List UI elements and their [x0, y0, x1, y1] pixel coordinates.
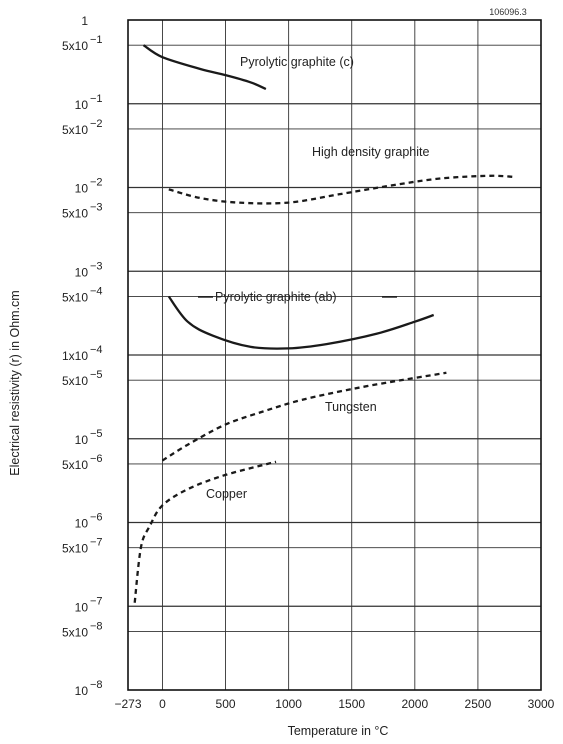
y-tick-label: 10	[75, 98, 89, 112]
y-tick-label: 10	[75, 684, 89, 698]
y-tick-label: 5x10	[62, 458, 88, 472]
y-tick-label: 5x10	[62, 290, 88, 304]
y-axis-label: Electrical resistivity (r) in Ohm.cm	[8, 290, 22, 475]
series-label-copper: Copper	[206, 487, 247, 501]
y-tick-label: 5x10	[62, 39, 88, 53]
y-tick-exponent: −2	[90, 177, 103, 189]
series-line-tungsten	[161, 371, 447, 462]
y-tick-label: 1	[81, 14, 88, 28]
y-tick-exponent: −5	[90, 428, 103, 440]
y-tick-exponent: −3	[90, 260, 103, 272]
y-tick-label: 1x10	[62, 349, 88, 363]
x-tick-label: 1500	[338, 697, 365, 711]
y-tick-label: 5x10	[62, 374, 88, 388]
y-tick-exponent: −6	[90, 453, 103, 465]
series-lines	[133, 44, 516, 603]
y-tick-label: 10	[75, 517, 89, 531]
y-tick-label: 5x10	[62, 207, 88, 221]
y-tick-exponent: −5	[90, 369, 103, 381]
y-tick-label: 10	[75, 265, 89, 279]
x-tick-label: 0	[159, 697, 166, 711]
series-line-pyrolytic-graphite-c	[142, 44, 267, 91]
plot-frame	[127, 19, 542, 691]
y-tick-exponent: −8	[90, 679, 103, 691]
series-label-tungsten: Tungsten	[325, 400, 377, 414]
series-line-copper	[133, 460, 277, 603]
y-tick-exponent: −2	[90, 118, 103, 130]
x-tick-label: 1000	[275, 697, 302, 711]
grid-lines	[128, 20, 541, 690]
x-tick-label: 2000	[401, 697, 428, 711]
y-tick-label: 5x10	[62, 625, 88, 639]
series-label-high-density-graphite: High density graphite	[312, 145, 429, 159]
series-line-pyrolytic-graphite-ab	[167, 295, 435, 350]
y-tick-label: 10	[75, 182, 89, 196]
y-tick-exponent: −4	[90, 285, 103, 297]
y-tick-exponent: −6	[90, 512, 103, 524]
figure-id: 106096.3	[489, 7, 527, 17]
series-labels: Pyrolytic graphite (c) High density graph…	[198, 55, 429, 501]
y-tick-exponent: −3	[90, 202, 103, 214]
x-tick-label: 500	[216, 697, 236, 711]
series-label-pyrolytic-graphite-c: Pyrolytic graphite (c)	[240, 55, 354, 69]
y-tick-exponent: −7	[90, 595, 103, 607]
y-tick-exponent: −7	[90, 537, 103, 549]
y-tick-label: 10	[75, 600, 89, 614]
series-label-pyrolytic-graphite-ab: Pyrolytic graphite (ab)	[215, 290, 337, 304]
x-tick-label: 2500	[465, 697, 492, 711]
y-tick-label: 10	[75, 433, 89, 447]
series-line-high-density-graphite	[168, 174, 516, 205]
x-tick-labels: −273 0 500 1000 1500 2000 2500 3000	[114, 697, 554, 711]
y-tick-label: 5x10	[62, 123, 88, 137]
y-tick-exponent: −1	[90, 93, 103, 105]
y-tick-exponent: −1	[90, 34, 103, 46]
x-tick-label: 3000	[528, 697, 555, 711]
y-tick-label: 5x10	[62, 542, 88, 556]
y-tick-exponent: −4	[90, 344, 103, 356]
y-tick-exponent: −8	[90, 620, 103, 632]
x-axis-label: Temperature in °C	[288, 724, 389, 738]
x-tick-label: −273	[114, 697, 141, 711]
